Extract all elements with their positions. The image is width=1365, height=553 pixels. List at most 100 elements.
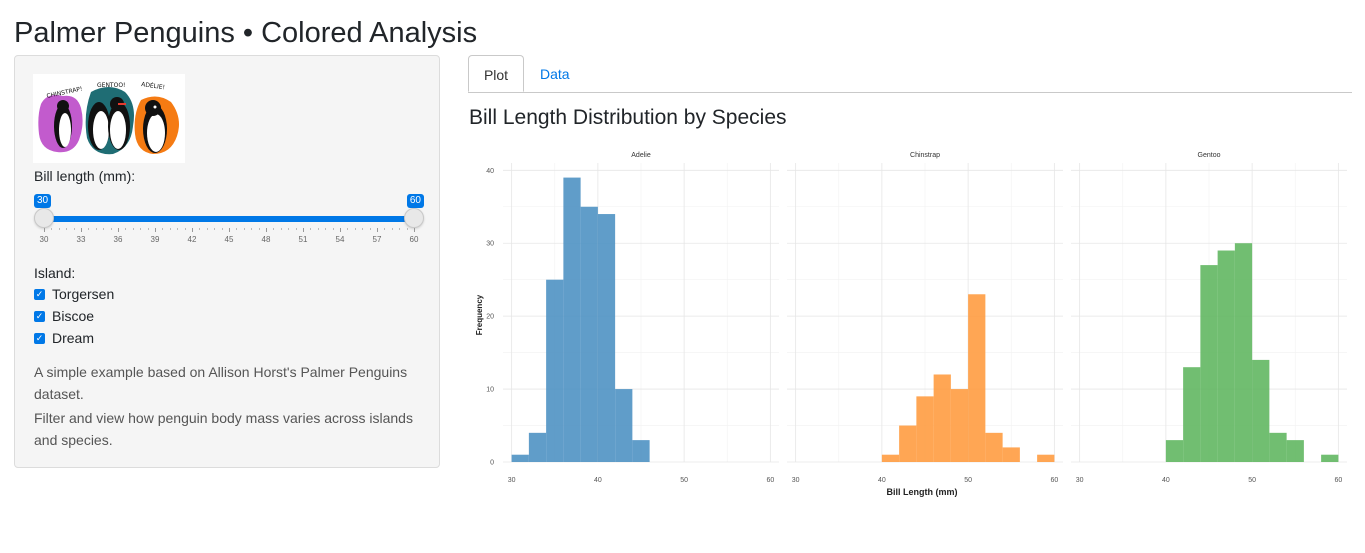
slider-ticks: 30 33 36 39 42 45 48 51 54 57 60 [34,228,424,248]
slider-tick [303,228,304,232]
histogram-bar [1002,447,1020,462]
histogram-bar [916,396,934,462]
checkbox-torgersen[interactable]: ✓ Torgersen [34,283,114,305]
y-tick-label: 10 [486,387,494,394]
slider-minor-tick [325,228,327,230]
x-tick-label: 60 [1050,477,1058,484]
bill-length-label: Bill length (mm): [34,168,136,184]
slider-minor-tick [399,228,401,230]
slider-tick [414,228,415,232]
slider-tick-label: 33 [76,235,86,244]
slider-to-value: 60 [406,194,424,208]
description-paragraph-2: Filter and view how penguin body mass va… [34,410,413,448]
tab-plot[interactable]: Plot [468,55,524,92]
checkbox-label: Biscoe [52,308,95,324]
slider-handle-max[interactable] [404,208,424,228]
slider-minor-tick [295,228,297,230]
histogram-bar [1269,432,1287,462]
slider-tick [266,228,267,232]
checkbox-checked-icon[interactable]: ✓ [34,332,45,344]
logo-label-gentoo: GENTOO! [97,82,125,89]
x-tick-label: 60 [1334,477,1342,484]
bill-length-histogram: Adelie 30 40 50 60 Chinstrap 30 40 50 60 Gentoo 30 4… [475,152,1347,497]
island-checkbox-group: ✓ Torgersen ✓ Biscoe ✓ Dream [34,283,114,349]
checkbox-biscoe[interactable]: ✓ Biscoe [34,305,114,327]
slider-minor-tick [406,228,408,230]
facet-label: Adelie [631,152,651,159]
slider-minor-tick [243,228,245,230]
slider-minor-tick [369,228,371,230]
histogram-bar [1234,243,1253,462]
histogram-bar [881,454,900,462]
slider-minor-tick [162,228,164,230]
penguins-logo: CHINSTRAP! GENTOO! ADÉLIE! [33,74,185,163]
histogram-bar [985,432,1003,462]
slider-minor-tick [73,228,75,230]
checkbox-checked-icon[interactable]: ✓ [34,310,45,322]
slider-minor-tick [347,228,349,230]
slider-from-value: 30 [34,194,52,208]
slider-handle-min[interactable] [34,208,54,228]
histogram-bar [597,214,616,462]
slider-tick-label: 30 [39,235,49,244]
tab-bar: Plot Data [468,55,1352,93]
slider-tick [229,228,230,232]
slider-tick [44,228,45,232]
slider-minor-tick [384,228,386,230]
slider-tick [377,228,378,232]
x-tick-label: 60 [766,477,774,484]
histogram-bar [580,206,598,462]
logo-label-adelie: ADÉLIE! [141,80,166,91]
plot-title: Bill Length Distribution by Species [469,106,787,129]
slider-tick-label: 45 [224,235,234,244]
checkbox-dream[interactable]: ✓ Dream [34,327,114,349]
slider-minor-tick [214,228,216,230]
slider-tick [340,228,341,232]
x-tick-label: 50 [1248,477,1256,484]
y-tick-label: 0 [490,460,494,467]
facet-label: Chinstrap [910,152,940,159]
y-tick-label: 40 [486,168,494,175]
slider-minor-tick [236,228,238,230]
slider-minor-tick [391,228,393,230]
slider-tick-label: 51 [298,235,308,244]
description-paragraph-1: A simple example based on Allison Horst'… [34,364,408,402]
tab-data[interactable]: Data [540,66,570,82]
slider-minor-tick [288,228,290,230]
slider-minor-tick [310,228,312,230]
checkbox-label: Dream [52,330,95,346]
histogram-bar [1183,367,1201,462]
x-tick-label: 40 [1162,477,1170,484]
slider-minor-tick [199,228,201,230]
slider-tick [118,228,119,232]
slider-tick-label: 39 [150,235,160,244]
x-tick-label: 50 [680,477,688,484]
checkbox-label: Torgersen [52,286,115,302]
slider-tick-label: 54 [335,235,345,244]
slider-minor-tick [58,228,60,230]
slider-minor-tick [251,228,253,230]
x-tick-label: 40 [878,477,886,484]
x-tick-label: 50 [964,477,972,484]
x-tick-label: 30 [508,477,516,484]
slider-minor-tick [147,228,149,230]
slider-tick [81,228,82,232]
checkbox-checked-icon[interactable]: ✓ [34,288,45,300]
y-axis-title: Frequency [475,294,484,335]
slider-tick-label: 60 [409,235,419,244]
histogram-bar [1165,440,1184,462]
slider-minor-tick [88,228,90,230]
histogram-bar [546,279,564,462]
slider-minor-tick [206,228,208,230]
slider-minor-tick [221,228,223,230]
x-tick-label: 30 [792,477,800,484]
histogram-bar [563,177,581,462]
slider-track[interactable] [42,216,416,222]
histogram-bar [1286,440,1304,462]
y-tick-label: 20 [486,314,494,321]
slider-tick [155,228,156,232]
slider-tick-label: 57 [372,235,382,244]
histogram-bar [933,374,951,462]
bill-length-slider[interactable]: 30 60 30 33 36 39 42 45 48 51 54 57 60 [34,194,424,248]
x-tick-label: 30 [1076,477,1084,484]
